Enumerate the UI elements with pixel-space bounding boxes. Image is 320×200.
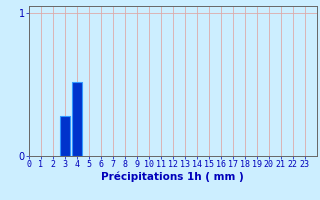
Bar — [72, 82, 82, 156]
Bar — [60, 116, 70, 156]
X-axis label: Précipitations 1h ( mm ): Précipitations 1h ( mm ) — [101, 172, 244, 182]
